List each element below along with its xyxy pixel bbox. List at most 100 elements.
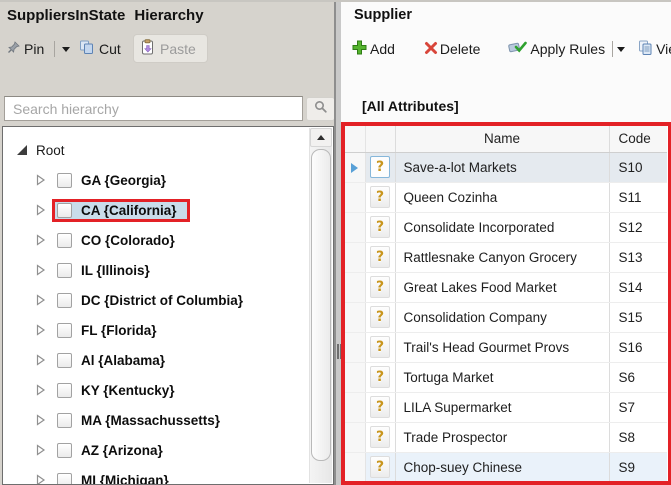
cell-name[interactable]: Consolidation Company	[395, 302, 610, 333]
cut-button[interactable]: Cut	[79, 36, 121, 62]
checkbox[interactable]	[57, 292, 72, 308]
validation-status-button[interactable]: ?	[370, 216, 390, 238]
cell-code[interactable]: S15	[609, 302, 667, 333]
validation-status-button[interactable]: ?	[370, 396, 390, 418]
panel-splitter[interactable]	[334, 0, 341, 485]
column-header-code[interactable]: Code	[609, 126, 667, 153]
tree-scrollbar[interactable]	[309, 128, 332, 483]
question-icon: ?	[375, 159, 385, 175]
validation-status-button[interactable]: ?	[370, 186, 390, 208]
validation-status-button[interactable]: ?	[370, 336, 390, 358]
tree-item-ca[interactable]: CA {California}	[3, 195, 308, 225]
validation-status-button[interactable]: ?	[370, 156, 390, 178]
cell-name[interactable]: Save-a-lot Markets	[395, 152, 610, 183]
cell-name[interactable]: Consolidate Incorporated	[395, 212, 610, 243]
tree-item-az[interactable]: AZ {Arizona}	[3, 435, 308, 465]
view-button[interactable]: View	[638, 40, 671, 59]
tree-item-label: MI {Michigan}	[81, 472, 169, 485]
validation-status-button[interactable]: ?	[370, 246, 390, 268]
supplier-grid: Name Code ? Save-a-lot Markets S10 ? Que…	[345, 126, 667, 481]
tree-item-ma[interactable]: MA {Massachussetts}	[3, 405, 308, 435]
expand-icon[interactable]	[36, 414, 46, 426]
expand-icon[interactable]	[36, 324, 46, 336]
cell-name[interactable]: Chop-suey Chinese	[395, 452, 610, 481]
scrollbar-thumb[interactable]	[311, 149, 331, 461]
table-row[interactable]: ? Rattlesnake Canyon Grocery S13	[345, 242, 667, 273]
tree-item-root[interactable]: Root	[3, 135, 308, 165]
expand-icon[interactable]	[36, 444, 46, 456]
cell-name[interactable]: Trail's Head Gourmet Provs	[395, 332, 610, 363]
checkbox[interactable]	[57, 232, 72, 248]
search-button[interactable]	[306, 97, 335, 121]
cell-name[interactable]: Great Lakes Food Market	[395, 272, 610, 303]
scroll-up-button[interactable]	[310, 128, 332, 147]
table-row[interactable]: ? Save-a-lot Markets S10	[345, 152, 667, 183]
cell-code[interactable]: S6	[609, 362, 667, 393]
validation-status-button[interactable]: ?	[370, 306, 390, 328]
validation-status-button[interactable]: ?	[370, 456, 390, 478]
apply-rules-button[interactable]: Apply Rules	[507, 39, 605, 59]
checkbox[interactable]	[57, 382, 72, 398]
cell-code[interactable]: S8	[609, 422, 667, 453]
table-row[interactable]: ? Consolidate Incorporated S12	[345, 212, 667, 243]
table-row[interactable]: ? Great Lakes Food Market S14	[345, 272, 667, 303]
table-row[interactable]: ? Trail's Head Gourmet Provs S16	[345, 332, 667, 363]
tree-item-ga[interactable]: GA {Georgia}	[3, 165, 308, 195]
cell-code[interactable]: S9	[609, 452, 667, 481]
validation-status-button[interactable]: ?	[370, 366, 390, 388]
column-header-name[interactable]: Name	[395, 126, 610, 153]
cell-code[interactable]: S11	[609, 182, 667, 213]
table-row[interactable]: ? LILA Supermarket S7	[345, 392, 667, 423]
checkbox[interactable]	[57, 472, 72, 484]
table-row[interactable]: ? Chop-suey Chinese S9	[345, 452, 667, 481]
splitter-grip-icon	[337, 344, 339, 359]
tree-item-il[interactable]: IL {Illinois}	[3, 255, 308, 285]
cell-code[interactable]: S10	[609, 152, 667, 183]
checkbox[interactable]	[57, 202, 72, 218]
checkbox[interactable]	[57, 352, 72, 368]
add-button[interactable]: Add	[351, 39, 395, 59]
table-row[interactable]: ? Tortuga Market S6	[345, 362, 667, 393]
cell-code[interactable]: S16	[609, 332, 667, 363]
table-row[interactable]: ? Queen Cozinha S11	[345, 182, 667, 213]
validation-status-button[interactable]: ?	[370, 426, 390, 448]
chevron-down-icon[interactable]	[62, 46, 71, 52]
checkbox[interactable]	[57, 262, 72, 278]
expand-icon[interactable]	[36, 354, 46, 366]
tree-item-dc[interactable]: DC {District of Columbia}	[3, 285, 308, 315]
cell-code[interactable]: S14	[609, 272, 667, 303]
tree-item-fl[interactable]: FL {Florida}	[3, 315, 308, 345]
cell-name[interactable]: Rattlesnake Canyon Grocery	[395, 242, 610, 273]
tree-item-co[interactable]: CO {Colorado}	[3, 225, 308, 255]
tree-item-ky[interactable]: KY {Kentucky}	[3, 375, 308, 405]
pin-button[interactable]: Pin	[7, 36, 71, 62]
expand-icon[interactable]	[36, 234, 46, 246]
checkbox[interactable]	[57, 172, 72, 188]
table-row[interactable]: ? Trade Prospector S8	[345, 422, 667, 453]
table-row[interactable]: ? Consolidation Company S15	[345, 302, 667, 333]
cell-name[interactable]: LILA Supermarket	[395, 392, 610, 423]
expand-icon[interactable]	[36, 204, 46, 216]
validation-status-button[interactable]: ?	[370, 276, 390, 298]
cell-code[interactable]: S7	[609, 392, 667, 423]
expand-icon[interactable]	[36, 294, 46, 306]
paste-button[interactable]: Paste	[133, 34, 208, 63]
chevron-down-icon[interactable]	[617, 46, 626, 52]
checkbox[interactable]	[57, 322, 72, 338]
cell-code[interactable]: S13	[609, 242, 667, 273]
checkbox[interactable]	[57, 442, 72, 458]
expand-icon[interactable]	[36, 264, 46, 276]
cell-code[interactable]: S12	[609, 212, 667, 243]
expand-icon[interactable]	[36, 474, 46, 484]
delete-button[interactable]: Delete	[424, 41, 480, 58]
expand-icon[interactable]	[36, 384, 46, 396]
checkbox[interactable]	[57, 412, 72, 428]
search-input[interactable]	[4, 96, 303, 121]
collapse-icon[interactable]	[17, 145, 27, 155]
cell-name[interactable]: Trade Prospector	[395, 422, 610, 453]
cell-name[interactable]: Tortuga Market	[395, 362, 610, 393]
tree-item-al[interactable]: Al {Alabama}	[3, 345, 308, 375]
tree-item-mi[interactable]: MI {Michigan}	[3, 465, 308, 484]
expand-icon[interactable]	[36, 174, 46, 186]
cell-name[interactable]: Queen Cozinha	[395, 182, 610, 213]
